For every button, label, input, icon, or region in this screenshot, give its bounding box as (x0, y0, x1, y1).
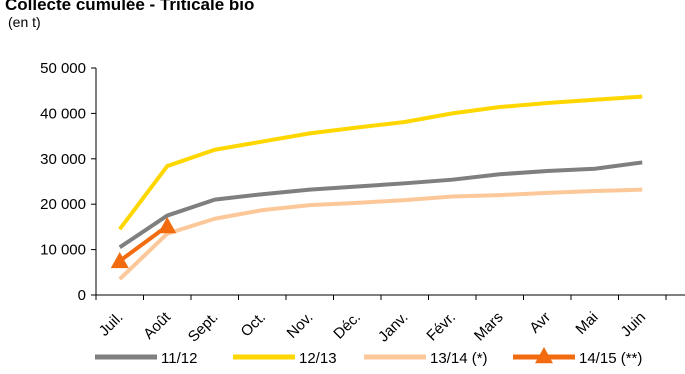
series-4-point (158, 216, 177, 234)
x-tick-label: Févr. (423, 309, 459, 345)
legend-label: 14/15 (**) (579, 350, 642, 367)
series-line-2 (118, 94, 643, 231)
y-tick-label: 30 000 (40, 151, 86, 168)
legend-label: 13/14 (*) (430, 350, 488, 367)
legend-marker (535, 347, 553, 364)
x-tick-label: Nov. (284, 309, 317, 342)
x-tick-label: Juin (618, 309, 649, 340)
x-tick-label: Sept. (185, 309, 222, 346)
y-tick-label: 40 000 (40, 105, 86, 122)
x-axis-ticks: Juil. Août Sept. Oct. Nov. Déc. Janv. Févr. Mars… (95, 295, 667, 346)
chart-title: Collecte cumulée - Triticale bio (5, 0, 254, 14)
legend-label: 12/13 (299, 350, 337, 367)
series-line-3 (118, 187, 643, 281)
x-tick-label: Juil. (96, 309, 127, 340)
y-tick-label: 10 000 (40, 242, 86, 259)
series-4-point (110, 251, 129, 269)
y-tick-label: 50 000 (40, 60, 86, 77)
x-tick-label: Mars (471, 309, 507, 345)
legend-label: 11/12 (161, 350, 197, 367)
y-axis-ticks: 0 10 000 20 000 30 000 40 000 50 000 (40, 60, 96, 304)
series-line-1 (118, 160, 643, 249)
x-tick-label: Oct. (238, 309, 269, 340)
legend: 11/12 12/13 13/14 (*) 14/15 (**) (95, 347, 642, 367)
unit-label: (en t) (8, 14, 41, 30)
series-layer (110, 94, 643, 281)
x-tick-label: Mai (572, 309, 601, 338)
y-tick-label: 0 (78, 287, 86, 304)
y-tick-label: 20 000 (40, 196, 86, 213)
x-tick-label: Déc. (330, 309, 364, 343)
x-tick-label: Janv. (375, 309, 412, 346)
x-tick-label: Avr (526, 309, 554, 337)
x-tick-label: Août (140, 308, 174, 342)
